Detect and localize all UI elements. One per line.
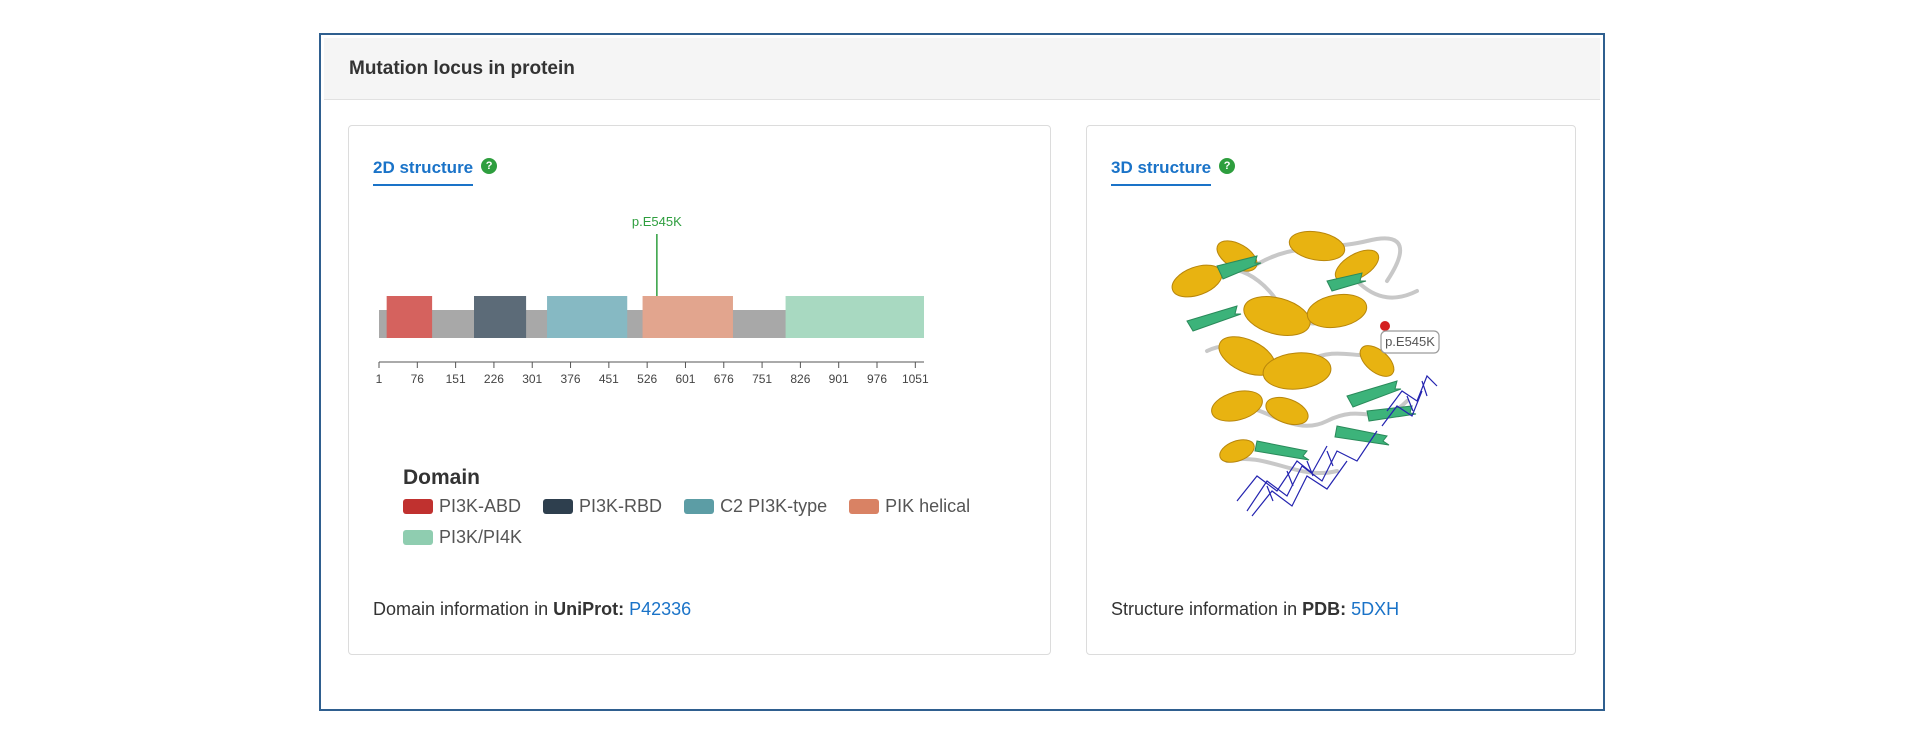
x-tick-label: 151 bbox=[446, 372, 466, 386]
domain-bar-pi3k-pi4k[interactable] bbox=[785, 296, 924, 338]
domain-info-line: Domain information in UniProt: P42336 bbox=[373, 599, 691, 620]
panel-header: Mutation locus in protein bbox=[324, 38, 1600, 100]
domain-legend: Domain PI3K-ABD PI3K-RBD C2 PI3K-type PIK h… bbox=[403, 466, 1023, 548]
domain-bar-pik-helical[interactable] bbox=[642, 296, 733, 338]
helix-regions bbox=[1171, 230, 1395, 463]
legend-item[interactable]: PIK helical bbox=[849, 496, 970, 517]
legend-swatch bbox=[403, 499, 433, 514]
mutation-locus-panel: Mutation locus in protein 2D structure ?… bbox=[319, 33, 1605, 711]
legend-item[interactable]: C2 PI3K-type bbox=[684, 496, 827, 517]
x-tick-label: 976 bbox=[867, 372, 887, 386]
structure-3d-heading: 3D structure ? bbox=[1111, 158, 1236, 186]
x-tick-label: 76 bbox=[411, 372, 425, 386]
legend-label: PI3K-RBD bbox=[579, 496, 663, 516]
domain-chart: p.E545K 1 76 151 226 301 376 451 526 601 676 751 826… bbox=[376, 214, 929, 386]
x-tick-label: 601 bbox=[675, 372, 695, 386]
legend-title: Domain bbox=[403, 466, 481, 489]
structure-2d-card: 2D structure ? p.E545K 1 76 151 226 301 376 451… bbox=[348, 125, 1051, 655]
x-tick-label: 901 bbox=[829, 372, 849, 386]
structure-info-source: PDB: bbox=[1302, 599, 1347, 619]
legend-item[interactable]: PI3K-RBD bbox=[543, 496, 662, 517]
legend-item[interactable]: PI3K-ABD bbox=[403, 496, 521, 517]
legend-swatch bbox=[543, 499, 574, 514]
x-tick-label: 376 bbox=[561, 372, 581, 386]
structure-3d-tab[interactable]: 3D structure bbox=[1111, 158, 1212, 186]
ligand-bundle bbox=[1236, 374, 1438, 517]
legend-label: PI3K/PI4K bbox=[439, 527, 523, 547]
pdb-link[interactable]: 5DXH bbox=[1351, 599, 1400, 619]
domain-bar-pi3k-abd[interactable] bbox=[386, 296, 433, 338]
structure-info-line: Structure information in PDB: 5DXH bbox=[1111, 599, 1399, 620]
legend-label: PI3K-ABD bbox=[439, 496, 522, 516]
mutation-site-marker bbox=[1380, 321, 1390, 331]
domain-info-source: UniProt: bbox=[553, 599, 625, 619]
domain-bar-pi3k-rbd[interactable] bbox=[474, 296, 527, 338]
x-tick-label: 1 bbox=[376, 372, 383, 386]
legend-items: PI3K-ABD PI3K-RBD C2 PI3K-type PIK helical P… bbox=[403, 496, 1023, 548]
structure-3d-card: 3D structure ? bbox=[1086, 125, 1576, 655]
help-icon[interactable]: ? bbox=[481, 158, 498, 174]
x-tick-label: 451 bbox=[599, 372, 619, 386]
x-tick-label: 1051 bbox=[902, 372, 929, 386]
domain-info-prefix: Domain information in bbox=[373, 599, 554, 619]
panel-title: Mutation locus in protein bbox=[349, 58, 575, 79]
legend-swatch bbox=[849, 499, 880, 514]
sheet-regions bbox=[1186, 255, 1417, 461]
help-icon[interactable]: ? bbox=[1219, 158, 1236, 174]
legend-label: PIK helical bbox=[885, 496, 971, 516]
structure-info-prefix: Structure information in bbox=[1111, 599, 1303, 619]
mutation-callout: p.E545K bbox=[1380, 330, 1440, 354]
x-tick-label: 226 bbox=[484, 372, 504, 386]
legend-label: C2 PI3K-type bbox=[720, 496, 828, 516]
x-tick-label: 301 bbox=[522, 372, 542, 386]
legend-swatch bbox=[684, 499, 715, 514]
x-tick-label: 676 bbox=[714, 372, 734, 386]
uniprot-link[interactable]: P42336 bbox=[629, 599, 692, 619]
mutation-callout-label: p.E545K bbox=[1385, 334, 1435, 349]
structure-2d-heading: 2D structure ? bbox=[373, 158, 498, 186]
protein-3d-viewer[interactable]: p.E545K bbox=[1127, 211, 1487, 521]
legend-item[interactable]: PI3K/PI4K bbox=[403, 527, 522, 548]
mutation-label[interactable]: p.E545K bbox=[632, 214, 682, 229]
x-tick-label: 826 bbox=[790, 372, 810, 386]
domain-bar-c2-pi3k-type[interactable] bbox=[547, 296, 628, 338]
legend-swatch bbox=[403, 530, 433, 545]
x-tick-label: 751 bbox=[752, 372, 772, 386]
structure-2d-tab[interactable]: 2D structure bbox=[373, 158, 474, 186]
x-tick-label: 526 bbox=[637, 372, 657, 386]
